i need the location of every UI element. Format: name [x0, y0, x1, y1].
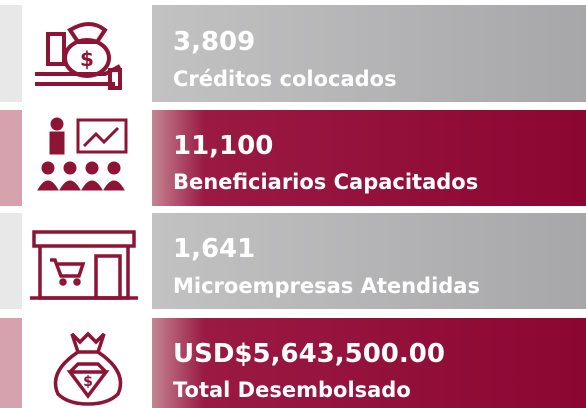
- money-icon: $: [35, 22, 122, 90]
- stat-value: USD$5,643,500.00: [173, 339, 445, 369]
- row: $ 3,809 Créditos colocados: [0, 5, 586, 102]
- stat-label: Total Desembolsado: [173, 378, 411, 402]
- svg-text:$: $: [83, 374, 93, 390]
- stat-value: 11,100: [173, 131, 273, 161]
- stat-value: 1,641: [173, 234, 255, 264]
- side-stripe: [0, 318, 22, 408]
- row: $ USD$5,643,500.00 Total Desembolsado: [0, 318, 586, 408]
- row: 1,641 Microempresas Atendidas: [0, 213, 586, 309]
- side-stripe: [0, 5, 22, 102]
- stat-label: Microempresas Atendidas: [173, 274, 480, 298]
- store-icon: [30, 230, 138, 300]
- row: 11,100 Beneficiarios Capacitados: [0, 110, 586, 206]
- panel: [152, 5, 586, 102]
- stat-value: 3,809: [173, 27, 255, 57]
- stat-label: Beneficiarios Capacitados: [173, 170, 478, 194]
- side-stripe: [0, 110, 22, 206]
- panel: [152, 318, 586, 408]
- training-icon: [37, 117, 128, 191]
- panel: [152, 213, 586, 309]
- stat-label: Créditos colocados: [173, 67, 397, 91]
- side-stripe: [0, 213, 22, 309]
- money-bag-icon: $: [53, 331, 123, 406]
- svg-text:$: $: [80, 47, 94, 71]
- panel: [152, 110, 586, 206]
